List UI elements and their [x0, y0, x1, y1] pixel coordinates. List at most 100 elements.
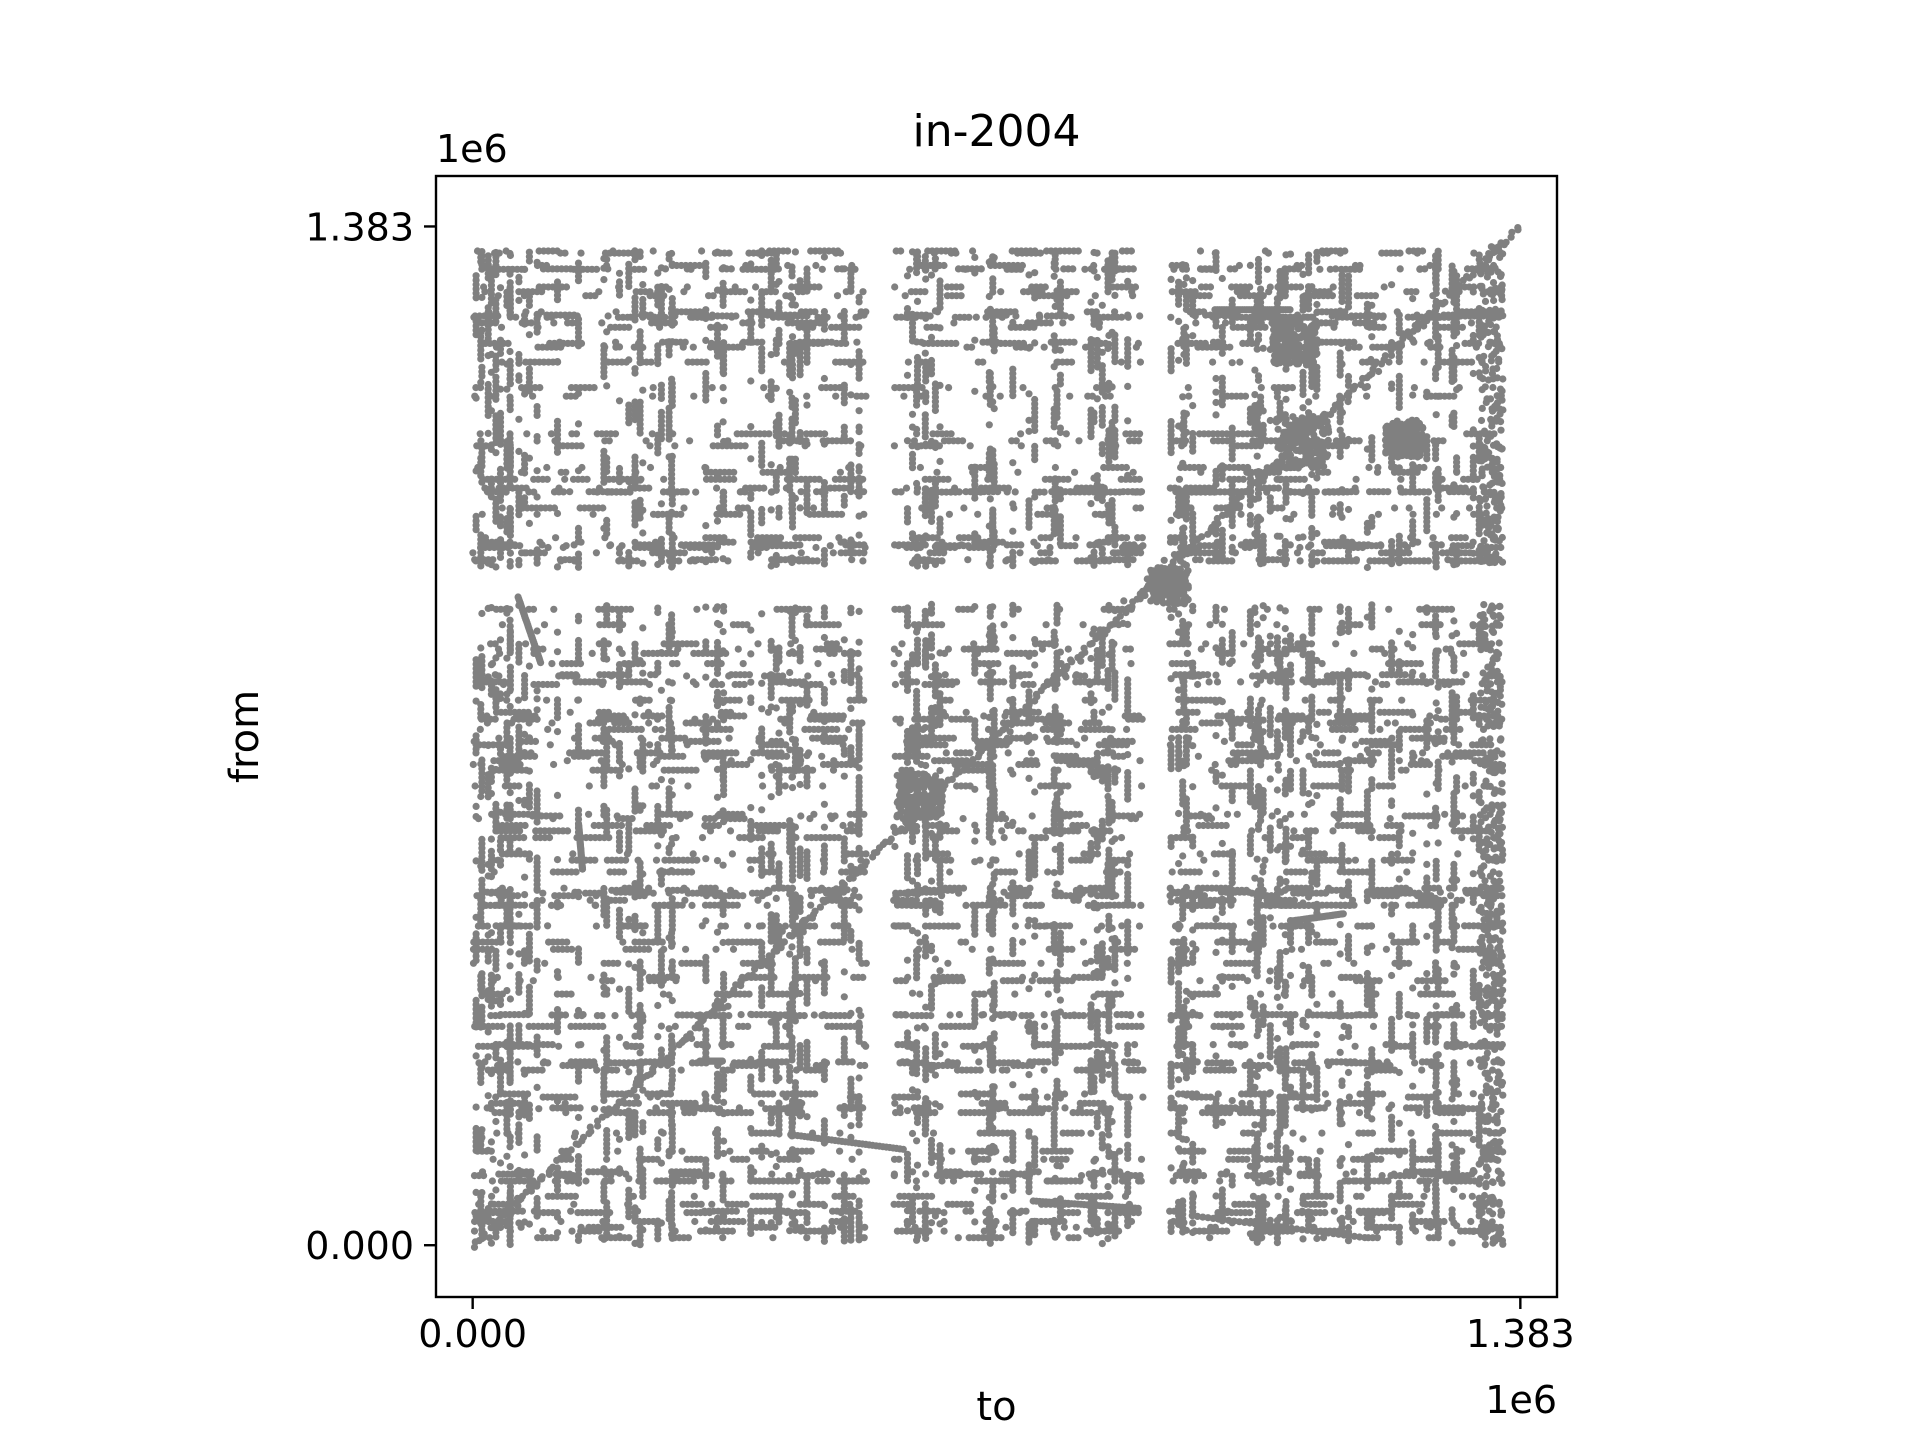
scatter-point	[997, 1012, 1005, 1020]
scatter-point	[754, 640, 762, 648]
scatter-point	[941, 741, 949, 749]
scatter-point	[645, 945, 653, 953]
scatter-point	[851, 901, 859, 910]
scatter-point	[740, 680, 748, 689]
scatter-point	[1211, 1223, 1219, 1231]
scatter-point	[1127, 660, 1135, 668]
scatter-point	[953, 922, 961, 930]
scatter-point	[805, 605, 813, 613]
scatter-point	[1137, 901, 1145, 910]
scatter-point	[652, 856, 661, 864]
scatter-point	[959, 884, 968, 892]
scatter-point	[744, 922, 752, 930]
scatter-point	[1389, 782, 1397, 790]
scatter-point	[693, 856, 701, 864]
scatter-point	[1436, 888, 1444, 896]
scatter-point	[1246, 1209, 1254, 1217]
scatter-point	[859, 973, 867, 982]
scatter-point	[901, 922, 909, 930]
scatter-point	[1316, 1147, 1324, 1155]
scatter-point	[1467, 1217, 1475, 1226]
scatter-point	[810, 810, 818, 818]
scatter-point	[1461, 782, 1469, 790]
scatter-point	[994, 660, 1002, 668]
scatter-point	[1202, 640, 1210, 648]
scatter-point	[942, 749, 950, 757]
scatter-point	[682, 945, 690, 953]
scatter-point	[544, 922, 552, 930]
scatter-point	[904, 973, 912, 982]
scatter-point	[1288, 384, 1296, 392]
scatter-point	[998, 810, 1006, 818]
scatter-point	[617, 1223, 625, 1231]
scatter-point	[861, 1061, 869, 1070]
scatter-point	[1094, 850, 1102, 858]
scatter-point	[535, 1105, 543, 1113]
scatter-point	[895, 1155, 903, 1163]
scatter-point	[585, 782, 593, 790]
scatter-point	[953, 678, 961, 686]
scatter-point	[1000, 678, 1008, 686]
scatter-point	[1344, 1177, 1352, 1185]
scatter-point	[1011, 990, 1019, 998]
scatter-point	[561, 1011, 570, 1019]
scatter-point	[531, 737, 540, 746]
scatter-point	[514, 696, 523, 704]
scatter-point	[726, 827, 735, 835]
scatter-point	[1268, 1109, 1276, 1117]
scatter-point	[567, 990, 575, 998]
scatter-point	[1390, 1170, 1398, 1178]
scatter-point	[591, 856, 599, 864]
scatter-point	[1064, 645, 1072, 653]
scatter-point	[781, 782, 789, 790]
scatter-point	[553, 680, 561, 689]
scatter-point	[1377, 645, 1385, 653]
scatter-point	[526, 922, 534, 930]
scatter-point	[1199, 1172, 1208, 1180]
scatter-point	[1462, 671, 1470, 679]
scatter-point	[496, 1012, 504, 1020]
scatter-point	[683, 741, 691, 749]
scatter-point	[1287, 810, 1295, 818]
scatter-point	[727, 1177, 735, 1185]
scatter-point	[828, 1170, 836, 1178]
scatter-point	[638, 922, 646, 930]
scatter-point	[1136, 757, 1144, 765]
scatter-point	[1223, 1227, 1231, 1235]
scatter-point	[1044, 1058, 1052, 1066]
scatter-point	[1072, 288, 1080, 296]
scatter-point	[1288, 1042, 1297, 1050]
scatter-point	[1066, 922, 1074, 930]
scatter-point	[1405, 886, 1414, 894]
scatter-point	[1384, 488, 1392, 496]
scatter-point	[1000, 834, 1008, 842]
scatter-point	[1236, 1011, 1244, 1019]
scatter-point	[945, 384, 953, 392]
scatter-point	[912, 1177, 921, 1185]
scatter-point	[1080, 1012, 1088, 1020]
scatter-point	[1195, 672, 1204, 680]
scatter-point	[911, 1105, 919, 1113]
scatter-point	[544, 1059, 552, 1067]
scatter-point	[684, 782, 692, 790]
scatter-point	[962, 901, 970, 910]
scatter-point	[1415, 1109, 1423, 1117]
scatter-point	[797, 812, 805, 820]
scatter-point	[1014, 1059, 1022, 1067]
scatter-point	[1274, 760, 1282, 769]
scatter-point	[1229, 1066, 1238, 1074]
scatter-point	[599, 678, 607, 686]
scatter-point	[563, 938, 571, 946]
scatter-point	[828, 1223, 836, 1231]
scatter-point	[1393, 892, 1401, 900]
scatter-point	[929, 1129, 938, 1137]
scatter-point	[1223, 810, 1232, 818]
scatter-point	[1401, 1147, 1409, 1155]
scatter-point	[1334, 749, 1342, 757]
scatter-point	[769, 1090, 777, 1098]
scatter-point	[1000, 621, 1008, 629]
scatter-point	[1402, 766, 1410, 774]
scatter-point	[521, 821, 529, 830]
scatter-point	[1351, 1042, 1359, 1050]
scatter-point	[622, 856, 630, 864]
